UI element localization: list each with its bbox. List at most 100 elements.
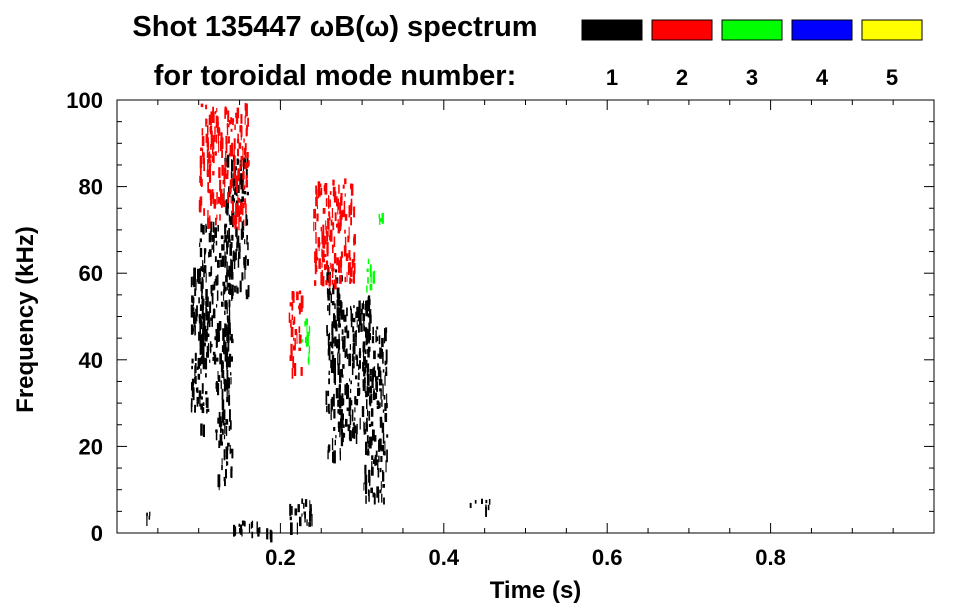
- spectral-mark: [208, 233, 212, 243]
- spectral-mark: [379, 347, 382, 359]
- spectral-mark: [291, 293, 295, 298]
- spectral-mark: [356, 356, 359, 367]
- spectral-mark: [244, 270, 246, 280]
- spectral-mark: [218, 140, 220, 153]
- spectral-mark: [202, 279, 204, 289]
- spectral-mark: [333, 409, 336, 419]
- spectral-mark: [332, 341, 334, 349]
- spectral-mark: [247, 285, 250, 298]
- spectral-mark: [380, 481, 382, 491]
- spectral-mark: [228, 425, 231, 431]
- spectral-mark: [205, 306, 207, 317]
- spectral-mark: [217, 225, 219, 232]
- spectral-mark: [337, 219, 339, 225]
- spectral-mark: [236, 243, 238, 252]
- spectral-mark: [199, 242, 201, 248]
- spectral-mark: [220, 132, 223, 139]
- spectral-mark: [382, 433, 385, 444]
- spectral-mark: [202, 315, 206, 327]
- spectral-mark: [328, 378, 330, 385]
- spectral-mark: [382, 471, 385, 482]
- spectral-mark: [368, 397, 372, 405]
- spectral-mark: [326, 272, 329, 282]
- spectral-mark: [329, 262, 331, 269]
- spectral-mark: [340, 309, 344, 320]
- spectral-mark: [294, 338, 296, 351]
- spectral-mark: [221, 388, 224, 400]
- spectral-mark: [221, 149, 223, 158]
- spectral-mark: [371, 379, 374, 388]
- x-tick-label: 0.6: [592, 545, 623, 570]
- spectral-mark: [336, 307, 340, 313]
- spectral-mark: [200, 368, 202, 374]
- spectral-mark: [380, 389, 382, 400]
- spectral-mark: [329, 229, 333, 242]
- spectral-mark: [207, 158, 209, 170]
- spectral-mark: [231, 178, 233, 189]
- spectral-mark: [237, 205, 240, 216]
- spectral-mark: [363, 356, 366, 366]
- spectral-mark: [375, 330, 377, 343]
- spectral-mark: [353, 252, 356, 262]
- spectral-mark: [314, 264, 317, 275]
- spectral-mark: [226, 397, 229, 403]
- legend-item: 2: [651, 19, 713, 90]
- spectral-mark: [233, 524, 236, 537]
- spectral-mark: [245, 128, 248, 137]
- spectral-mark: [380, 370, 382, 381]
- spectral-mark: [313, 208, 316, 219]
- spectral-mark: [251, 531, 254, 539]
- spectral-mark: [228, 394, 231, 406]
- spectral-mark: [375, 370, 377, 382]
- spectral-mark: [368, 325, 370, 338]
- spectral-mark: [235, 203, 238, 217]
- spectral-mark: [365, 441, 368, 448]
- spectral-mark: [194, 325, 196, 336]
- spectral-mark: [223, 169, 227, 179]
- spectral-mark: [362, 347, 365, 358]
- spectral-mark: [269, 529, 272, 540]
- spectral-mark: [474, 500, 477, 504]
- spectral-mark: [198, 315, 202, 324]
- spectral-mark: [365, 482, 368, 494]
- spectral-mark: [238, 142, 242, 149]
- spectral-mark: [208, 164, 211, 177]
- spectral-mark: [211, 234, 214, 242]
- spectral-mark: [243, 257, 246, 266]
- spectral-mark: [226, 369, 229, 381]
- spectral-mark: [353, 305, 355, 309]
- spectral-mark: [225, 199, 229, 210]
- spectral-mark: [340, 428, 343, 435]
- spectral-mark: [236, 241, 239, 248]
- spectral-mark: [245, 294, 249, 300]
- spectral-mark: [328, 352, 331, 361]
- spectral-mark: [244, 162, 248, 170]
- spectral-mark: [363, 369, 366, 377]
- spectral-mark: [370, 421, 374, 427]
- spectral-mark: [366, 427, 368, 431]
- spectral-mark: [365, 446, 368, 455]
- spectral-mark: [344, 214, 348, 221]
- spectral-mark: [244, 239, 246, 245]
- spectral-mark: [195, 308, 198, 322]
- spectral-mark: [241, 272, 244, 281]
- spectral-mark: [217, 383, 220, 396]
- spectral-mark: [231, 448, 234, 459]
- spectral-mark: [381, 379, 383, 386]
- spectral-mark: [360, 308, 363, 315]
- spectral-mark: [358, 300, 361, 312]
- spectral-mark: [487, 504, 490, 511]
- spectral-mark: [333, 191, 337, 200]
- spectral-mark: [318, 246, 320, 252]
- legend: 1 2 3 4 5: [581, 19, 923, 90]
- spectral-mark: [220, 201, 223, 208]
- spectral-mark: [363, 318, 365, 331]
- spectral-mark: [209, 126, 212, 133]
- spectral-mark: [328, 303, 331, 316]
- spectral-mark: [233, 144, 235, 157]
- spectral-mark: [213, 235, 215, 244]
- spectral-mark: [206, 137, 209, 148]
- spectral-mark: [200, 319, 203, 330]
- spectral-mark: [209, 190, 212, 200]
- spectral-mark: [327, 450, 329, 460]
